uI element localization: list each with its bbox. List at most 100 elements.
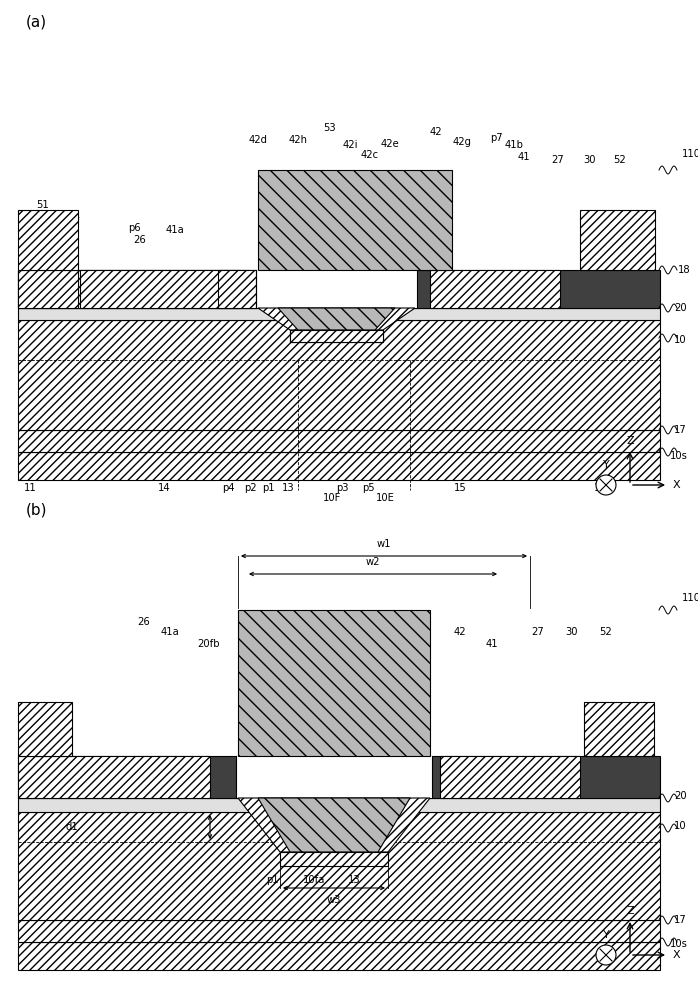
Bar	[18, 920, 660, 942]
Text: 20: 20	[674, 303, 687, 313]
Bar	[18, 270, 78, 308]
Bar	[258, 170, 452, 270]
Text: 52: 52	[614, 155, 626, 165]
Text: p1: p1	[266, 875, 279, 885]
Text: 12: 12	[593, 483, 607, 493]
Text: 10E: 10E	[376, 493, 394, 503]
Bar	[584, 702, 654, 756]
Text: 42e: 42e	[380, 139, 399, 149]
Text: 42: 42	[430, 127, 443, 137]
Text: 42g: 42g	[452, 137, 472, 147]
Circle shape	[596, 945, 616, 965]
Text: p1: p1	[262, 483, 274, 493]
Bar	[18, 210, 78, 270]
Text: 51: 51	[36, 710, 49, 720]
Bar	[18, 756, 210, 798]
Text: 10s: 10s	[670, 939, 688, 949]
Text: 52: 52	[600, 627, 612, 637]
Text: 26: 26	[133, 235, 147, 245]
Text: 27: 27	[532, 627, 544, 637]
Bar	[236, 756, 432, 798]
Text: 51: 51	[36, 200, 49, 210]
Bar	[218, 270, 256, 308]
Bar	[18, 798, 660, 812]
Text: 41: 41	[486, 639, 498, 649]
Text: Y: Y	[602, 930, 609, 940]
Text: p2: p2	[244, 483, 256, 493]
Text: 20: 20	[674, 791, 687, 801]
Text: X: X	[672, 480, 680, 490]
Bar	[238, 610, 430, 756]
Bar	[256, 270, 417, 308]
Polygon shape	[258, 308, 415, 330]
Bar	[290, 330, 383, 342]
Bar	[18, 320, 660, 430]
Text: 42d: 42d	[248, 135, 267, 145]
Text: 10: 10	[674, 821, 687, 831]
Text: 42f: 42f	[64, 217, 80, 227]
Text: w1: w1	[377, 539, 392, 549]
Bar	[290, 330, 383, 342]
Text: 10fa: 10fa	[303, 875, 325, 885]
Text: 41a: 41a	[165, 225, 184, 235]
Bar	[18, 270, 240, 308]
Polygon shape	[238, 798, 430, 852]
Text: p6: p6	[128, 223, 140, 233]
Text: 11: 11	[24, 483, 36, 493]
Text: 13: 13	[282, 483, 295, 493]
Text: X: X	[672, 950, 680, 960]
Text: 42: 42	[454, 627, 466, 637]
Bar	[440, 756, 580, 798]
Bar	[280, 852, 388, 866]
Text: 30: 30	[566, 627, 578, 637]
Text: p4: p4	[222, 483, 235, 493]
Text: p7: p7	[490, 133, 503, 143]
Text: p5: p5	[362, 483, 374, 493]
Text: 42h: 42h	[288, 135, 308, 145]
Text: 10F: 10F	[322, 493, 341, 503]
Text: 30: 30	[584, 155, 596, 165]
Bar	[80, 270, 250, 308]
Text: 42c: 42c	[361, 150, 379, 160]
Bar	[430, 270, 560, 308]
Text: 10s: 10s	[670, 451, 688, 461]
Bar	[18, 430, 660, 452]
Text: 13: 13	[348, 875, 360, 885]
Text: w3: w3	[327, 895, 341, 905]
Text: 18: 18	[678, 265, 690, 275]
Text: 42i: 42i	[342, 140, 358, 150]
Text: p3: p3	[336, 483, 348, 493]
Bar	[18, 702, 72, 756]
Bar	[580, 210, 655, 270]
Text: 14: 14	[158, 483, 170, 493]
Bar	[18, 812, 660, 920]
Polygon shape	[258, 798, 410, 852]
Text: 15: 15	[454, 483, 466, 493]
Text: 26: 26	[138, 617, 150, 627]
Text: 17: 17	[674, 915, 687, 925]
Text: w2: w2	[366, 557, 380, 567]
Text: 17: 17	[674, 425, 687, 435]
Text: 110: 110	[682, 593, 698, 603]
Text: 110: 110	[682, 149, 698, 159]
Text: 41b: 41b	[505, 140, 524, 150]
Text: Y: Y	[602, 460, 609, 470]
Text: Z: Z	[626, 906, 634, 916]
Text: 53: 53	[313, 620, 326, 630]
Text: 53: 53	[324, 123, 336, 133]
Polygon shape	[278, 308, 395, 330]
Text: 41: 41	[518, 152, 530, 162]
Circle shape	[596, 475, 616, 495]
Text: Z: Z	[626, 436, 634, 446]
Text: d1: d1	[66, 822, 78, 832]
Text: 10: 10	[674, 335, 687, 345]
Text: (a): (a)	[26, 14, 47, 29]
Bar	[18, 942, 660, 970]
Bar	[18, 270, 660, 308]
Bar	[18, 756, 660, 798]
Text: 20fb: 20fb	[197, 639, 219, 649]
Text: 41a: 41a	[161, 627, 179, 637]
Text: (b): (b)	[26, 502, 47, 518]
Bar	[18, 452, 660, 480]
Bar	[18, 308, 660, 320]
